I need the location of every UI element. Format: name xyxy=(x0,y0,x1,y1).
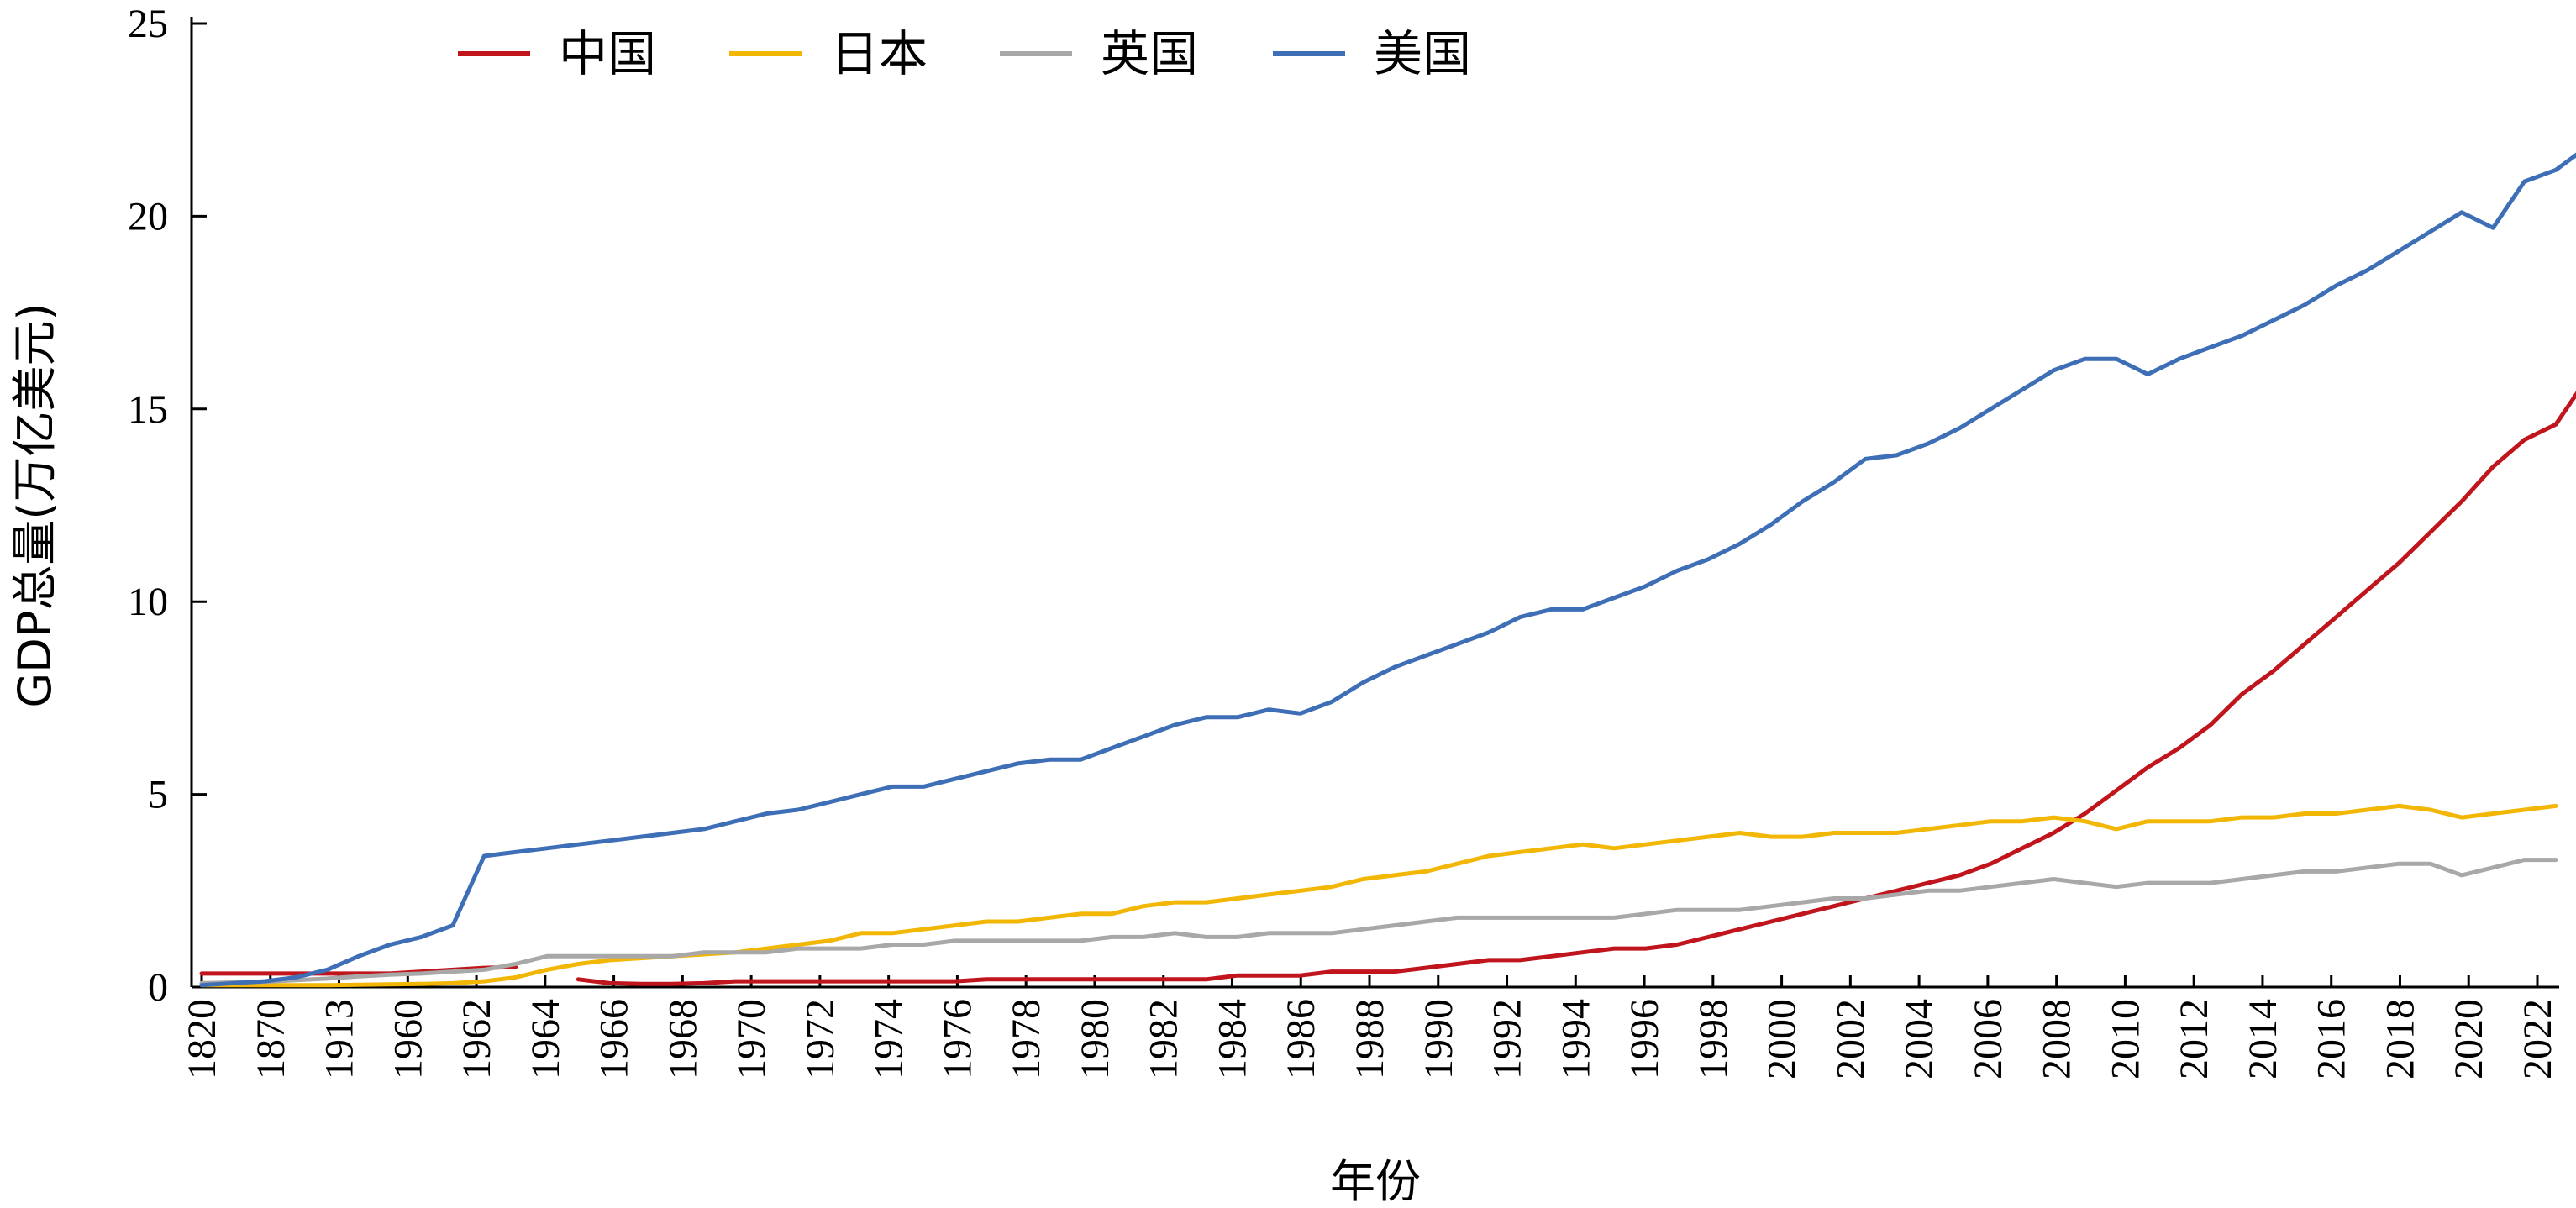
x-tick-label: 2020 xyxy=(2447,999,2491,1079)
y-tick-label: 20 xyxy=(128,194,168,239)
y-axis-title: GDP总量(万亿美元) xyxy=(8,302,61,707)
x-tick-label: 1990 xyxy=(1417,999,1461,1079)
x-tick-label: 1966 xyxy=(592,999,637,1079)
series-line-英国 xyxy=(199,858,2558,985)
x-tick-label: 2004 xyxy=(1897,999,1942,1079)
y-tick-label: 15 xyxy=(128,387,168,432)
x-tick-label: 1986 xyxy=(1279,999,1323,1079)
x-tick-label: 1976 xyxy=(935,999,980,1079)
x-tick-label: 1972 xyxy=(798,999,843,1079)
x-tick-label: 2006 xyxy=(1966,999,2011,1079)
x-tick-label: 2000 xyxy=(1760,999,1805,1079)
y-tick-label: 0 xyxy=(148,965,168,1010)
y-tick-label: 10 xyxy=(128,580,168,624)
y-tick-label: 5 xyxy=(148,773,168,817)
x-tick-label: 1982 xyxy=(1142,999,1186,1079)
legend-label-美国: 美国 xyxy=(1374,25,1471,82)
x-tick-label: 1970 xyxy=(729,999,774,1079)
x-tick-label: 2008 xyxy=(2035,999,2079,1079)
x-tick-label: 1962 xyxy=(455,999,499,1079)
x-tick-label: 1980 xyxy=(1073,999,1117,1079)
series-line-中国 xyxy=(576,391,2576,986)
y-axis-ticks: 0 5 10 15 20 25 xyxy=(128,2,207,1010)
legend-label-英国: 英国 xyxy=(1101,25,1198,82)
x-tick-label: 1996 xyxy=(1622,999,1667,1079)
x-tick-label: 2022 xyxy=(2516,999,2560,1079)
series-line-美国 xyxy=(199,152,2576,988)
series-日本 xyxy=(199,803,2558,988)
legend-label-中国: 中国 xyxy=(559,25,656,82)
x-tick-label: 1998 xyxy=(1691,999,1736,1079)
x-tick-label: 1960 xyxy=(386,999,430,1079)
x-tick-label: 1913 xyxy=(318,999,362,1079)
x-tick-label: 1988 xyxy=(1348,999,1392,1079)
x-tick-label: 1820 xyxy=(180,999,224,1079)
x-tick-label: 2014 xyxy=(2241,999,2285,1079)
axes xyxy=(190,17,2559,989)
x-tick-label: 1968 xyxy=(660,999,705,1079)
y-tick-label: 25 xyxy=(128,2,168,46)
x-tick-label: 1964 xyxy=(523,999,568,1079)
series-中国 xyxy=(199,391,2576,986)
x-tick-label: 2018 xyxy=(2378,999,2422,1079)
series-lines xyxy=(199,152,2576,988)
x-tick-label: 1978 xyxy=(1004,999,1049,1079)
x-tick-label: 1992 xyxy=(1485,999,1530,1079)
x-tick-label: 1870 xyxy=(249,999,293,1079)
x-tick-label: 1994 xyxy=(1553,999,1598,1079)
legend-item-美国: 美国 xyxy=(1273,25,1471,82)
series-美国 xyxy=(199,152,2576,988)
legend: 中国 日本 英国 美国 xyxy=(458,25,1471,82)
x-tick-label: 2012 xyxy=(2172,999,2216,1079)
legend-item-英国: 英国 xyxy=(1000,25,1198,82)
x-tick-label: 2016 xyxy=(2310,999,2354,1079)
x-tick-label: 1974 xyxy=(867,999,912,1079)
x-axis-ticks: 1820 1870 1913 1960 1962 1964 1966 1968 1970 1972… xyxy=(180,975,2560,1079)
x-tick-label: 2010 xyxy=(2103,999,2148,1079)
series-line-日本 xyxy=(199,803,2558,988)
legend-item-日本: 日本 xyxy=(729,25,928,82)
x-axis-title: 年份 xyxy=(1330,1155,1421,1208)
x-tick-label: 1984 xyxy=(1210,999,1254,1079)
series-英国 xyxy=(199,858,2558,985)
legend-item-中国: 中国 xyxy=(458,25,656,82)
x-tick-label: 2002 xyxy=(1828,999,1873,1079)
legend-label-日本: 日本 xyxy=(830,25,928,82)
